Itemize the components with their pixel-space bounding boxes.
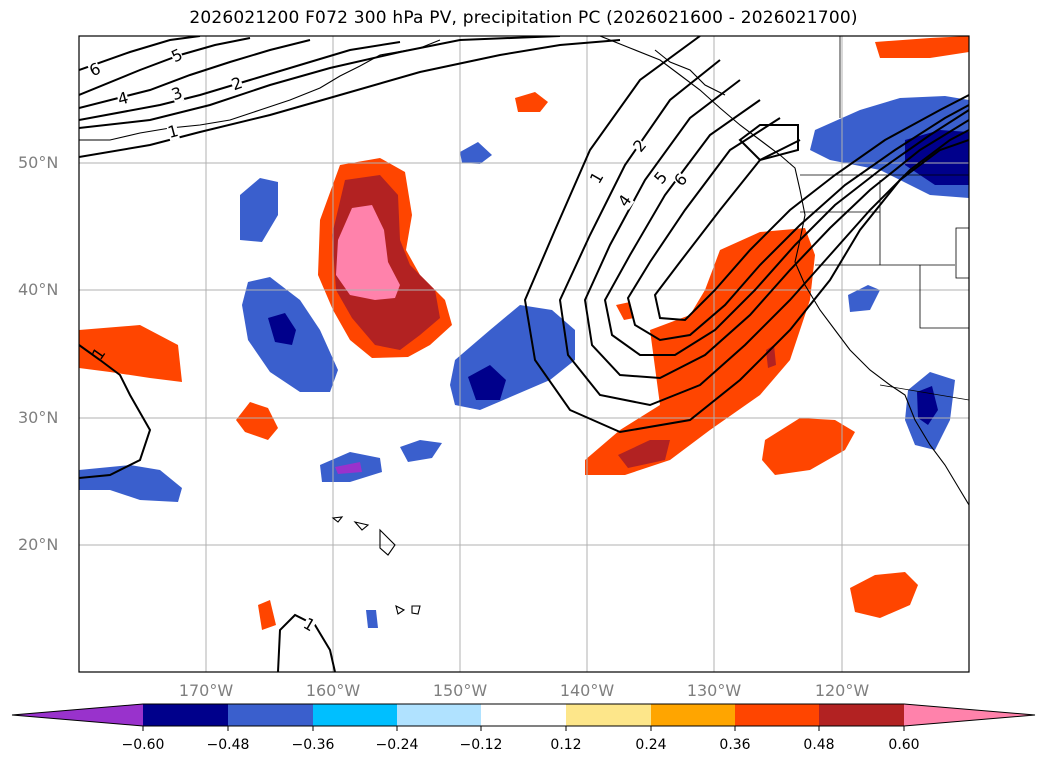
precip-neg-nw: [240, 178, 278, 242]
precip-blob-sw: [79, 325, 182, 382]
pv-contour-nw-5: [79, 37, 251, 96]
precip-neg-central-core: [468, 365, 506, 400]
precip-neg-small-3: [848, 285, 880, 312]
pv-contour-c-5: [626, 104, 969, 342]
precip-neg-mid-core: [335, 462, 362, 474]
colorbar-tick-label: 0.60: [888, 737, 920, 753]
colorbar-tick-label: 0.36: [719, 737, 751, 753]
pv-contour-nw-3: [79, 41, 401, 121]
precip-neg-small-2: [400, 440, 442, 462]
precip-neg-sw: [79, 465, 182, 502]
colorbar: [11, 703, 1036, 731]
pv-contour-c-4: [603, 99, 969, 356]
pv-contour-c-7: [738, 124, 799, 162]
precip-neg-small-4-core: [917, 386, 938, 425]
colorbar-seg-1: [143, 704, 228, 726]
precip-blob-small-1: [236, 402, 278, 440]
country-borders: [800, 36, 969, 401]
precip-blob-small-3: [258, 600, 276, 630]
gridlines: [79, 36, 969, 672]
pv-contour-nw-4: [79, 39, 311, 109]
colorbar-seg-9: [819, 704, 904, 726]
map-frame: [78, 35, 970, 673]
pv-contour-c-2: [558, 59, 969, 407]
precip-neg-small-5: [366, 610, 378, 628]
colorbar-seg-7: [651, 704, 735, 726]
lon-label-120w: 120°W: [814, 681, 870, 700]
precip-neg-ne-core: [905, 130, 969, 185]
lat-label-50n: 50°N: [18, 153, 59, 172]
colorbar-tick-label: −0.60: [121, 737, 165, 753]
pv-contour-nw-2: [79, 36, 561, 129]
precip-blob-e: [762, 418, 855, 475]
colorbar-tick-label: −0.48: [206, 737, 250, 753]
precip-neg-west-core: [268, 313, 296, 345]
colorbar-tick-label: 0.48: [803, 737, 835, 753]
colorbar-seg-8: [735, 704, 819, 726]
colorbar-tick-label: −0.24: [375, 737, 419, 753]
colorbar-tick-label: −0.36: [291, 737, 335, 753]
pv-contour-nw-1: [79, 39, 621, 158]
colorbar-seg-4: [397, 704, 481, 726]
precip-blob-top: [515, 92, 548, 112]
map-title: 2026021200 F072 300 hPa PV, precipitatio…: [189, 8, 858, 28]
colorbar-seg-2: [228, 704, 313, 726]
lat-label-40n: 40°N: [18, 280, 59, 299]
lon-label-170w: 170°W: [178, 681, 234, 700]
colorbar-seg-6: [566, 704, 651, 726]
precip-neg-small-1: [460, 142, 492, 164]
colorbar-tick-label: −0.12: [459, 737, 503, 753]
lon-label-130w: 130°W: [686, 681, 742, 700]
pv-contour-nw-6: [79, 36, 201, 71]
lat-label-20n: 20°N: [18, 535, 59, 554]
precip-blob-far-se: [850, 572, 918, 618]
pv-contour-c-6: [653, 94, 969, 322]
lat-label-30n: 30°N: [18, 408, 59, 427]
colorbar-seg-5: [481, 704, 566, 726]
lon-label-150w: 150°W: [432, 681, 488, 700]
pv-contours: [79, 36, 969, 672]
pv-contour-w-1: [79, 344, 152, 479]
colorbar-right-extend: [904, 704, 1035, 726]
lon-label-160w: 160°W: [305, 681, 361, 700]
precip-shading: [79, 36, 969, 630]
colorbar-tick-label: 0.24: [635, 737, 667, 753]
plot-area: [79, 36, 969, 672]
colorbar-left-extend: [12, 704, 143, 726]
colorbar-seg-3: [313, 704, 397, 726]
precip-blob-ne: [875, 36, 969, 58]
precip-neg-central: [450, 305, 575, 410]
precip-plume-red: [618, 440, 670, 468]
colorbar-tick-label: 0.12: [550, 737, 582, 753]
precip-blob-pink: [336, 205, 400, 300]
pv-contour-c-1: [523, 36, 969, 434]
lon-label-140w: 140°W: [559, 681, 615, 700]
